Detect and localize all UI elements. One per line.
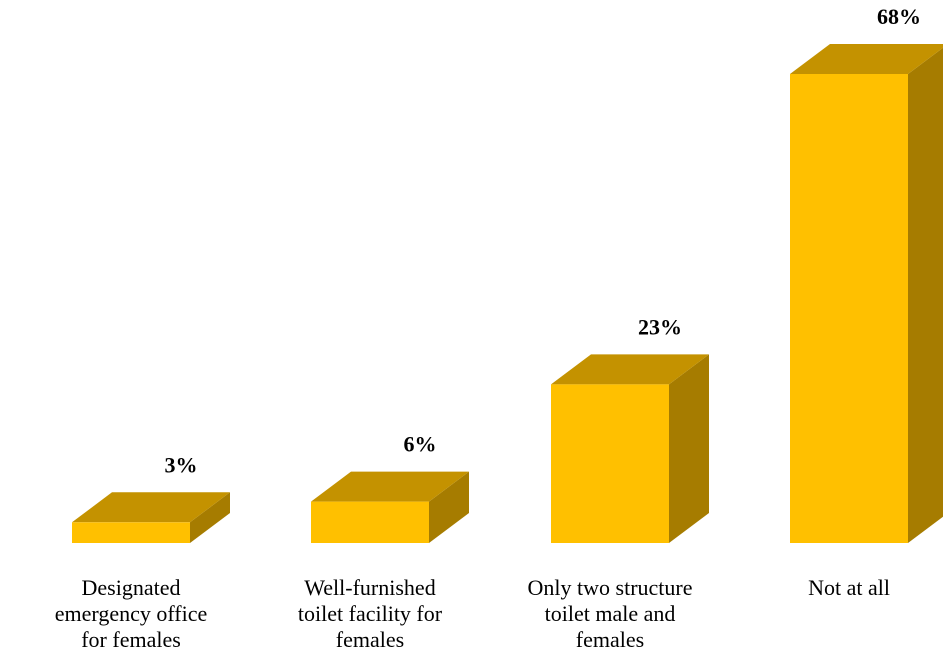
- bar-side-face: [190, 492, 230, 543]
- bar-side-face: [669, 354, 709, 543]
- bar-top-face: [72, 492, 230, 523]
- bar-top-face: [311, 471, 469, 502]
- bar-front-face: [311, 501, 429, 543]
- bar-front-face: [551, 384, 669, 543]
- category-label: Designated emergency office for females: [54, 575, 208, 652]
- data-label: 23%: [638, 314, 682, 339]
- data-label: 68%: [877, 4, 921, 29]
- category-label: Not at all: [808, 575, 890, 600]
- bar-front-face: [72, 522, 190, 543]
- bar-side-face: [429, 471, 469, 543]
- data-label: 3%: [165, 452, 198, 477]
- category-label: Well-furnished toilet facility for femal…: [297, 575, 443, 652]
- bar-top-face: [790, 44, 943, 74]
- bar-side-face: [908, 47, 943, 543]
- bar-top-face: [551, 354, 709, 385]
- category-label: Only two structure toilet male and femal…: [527, 575, 693, 652]
- data-label: 6%: [404, 432, 437, 457]
- bar-front-face: [790, 74, 908, 543]
